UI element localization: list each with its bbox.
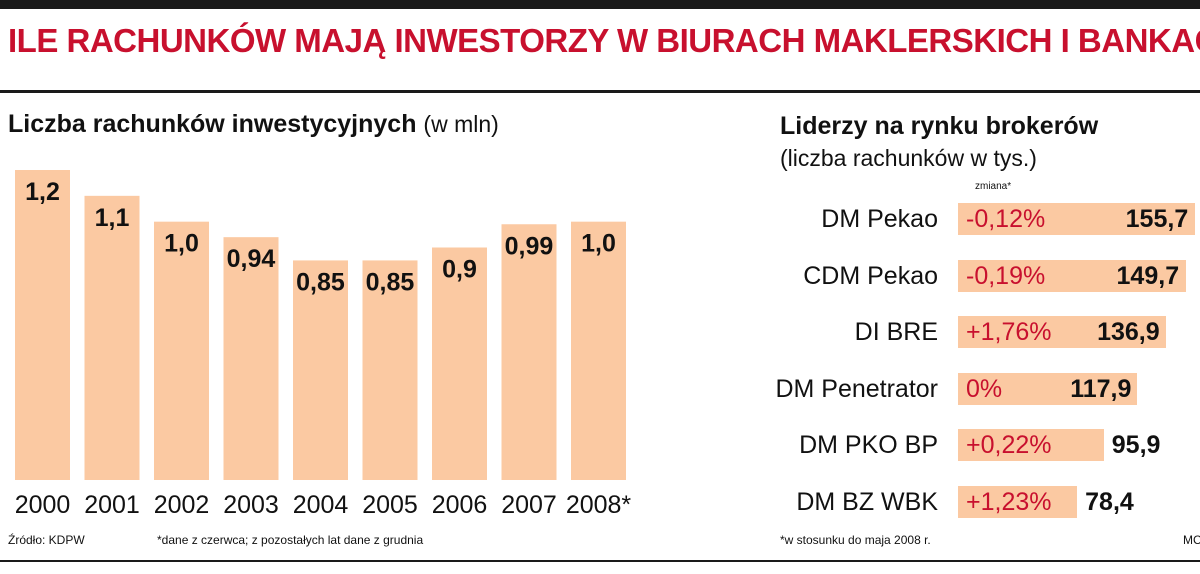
broker-change: -0,12% — [966, 205, 1046, 233]
broker-bar — [958, 203, 1195, 235]
x-tick-label: 2005 — [362, 491, 418, 519]
broker-row: CDM Pekao -0,19% 149,7 — [0, 259, 1200, 292]
x-tick-label: 2007 — [501, 491, 557, 519]
right-chart-title: Liderzy na rynku brokerów — [780, 112, 1099, 140]
right-chart-subtitle: (liczba rachunków w tys.) — [780, 145, 1037, 171]
x-tick-label: 2002 — [154, 491, 210, 519]
bar-value-label: 1,0 — [164, 230, 199, 258]
bar-2004 — [293, 260, 348, 480]
x-tick-label: 2003 — [223, 491, 279, 519]
broker-change: 0% — [966, 374, 1003, 403]
bar-2002 — [154, 221, 209, 480]
right-footnote: *w stosunku do maja 2008 r. — [780, 533, 931, 547]
broker-change: +1,76% — [966, 318, 1052, 346]
broker-value: 95,9 — [1111, 431, 1161, 459]
broker-name: DM BZ WBK — [796, 487, 938, 516]
left-footnote: *dane z czerwca; z pozostałych lat dane … — [157, 533, 424, 547]
broker-bar — [958, 485, 1078, 518]
author-credit: MC — [1183, 533, 1200, 547]
broker-bar — [958, 429, 1104, 461]
broker-bar — [958, 259, 1186, 292]
bar-value-label: 0,85 — [366, 268, 415, 296]
broker-bar — [958, 316, 1167, 348]
change-column-header: zmiana* — [975, 181, 1012, 192]
broker-name: DM PKO BP — [799, 431, 938, 459]
broker-value: 149,7 — [1116, 261, 1180, 290]
bar-value-label: 0,85 — [296, 268, 345, 296]
bar-2006 — [432, 247, 487, 480]
broker-row: DM Penetrator 0% 117,9 — [0, 372, 1200, 405]
bar-2007 — [501, 224, 557, 480]
broker-bar — [958, 372, 1138, 405]
source-note: Źródło: KDPW — [8, 533, 85, 547]
yearly-bar-chart: 1,2 2000 1,1 2001 1,0 2002 0,94 2003 0,85 2004 0,8… — [15, 170, 632, 519]
broker-value: 155,7 — [1125, 205, 1189, 233]
bar-2008 — [571, 221, 626, 480]
broker-value: 78,4 — [1085, 487, 1134, 516]
broker-name: DM Penetrator — [775, 374, 938, 403]
bar-value-label: 1,2 — [25, 178, 60, 206]
broker-row: DI BRE +1,76% 136,9 — [0, 316, 1200, 348]
broker-row: DM PKO BP +0,22% 95,9 — [0, 429, 1200, 461]
broker-value: 117,9 — [1070, 374, 1132, 403]
x-tick-label: 2008* — [566, 491, 632, 519]
broker-row: DM Pekao -0,12% 155,7 — [0, 203, 1200, 235]
bar-2003 — [223, 237, 279, 480]
bottom-rule — [0, 560, 1200, 562]
x-tick-label: 2000 — [15, 491, 71, 519]
title-rule — [0, 90, 1200, 93]
bar-value-label: 1,0 — [581, 230, 616, 258]
left-chart-unit: (w mln) — [423, 111, 499, 137]
bar-2001 — [84, 195, 140, 481]
broker-row: DM BZ WBK +1,23% 78,4 — [0, 485, 1200, 518]
broker-value: 136,9 — [1097, 318, 1160, 346]
x-tick-label: 2001 — [84, 491, 140, 519]
bar-2000 — [15, 170, 70, 480]
broker-change: -0,19% — [966, 261, 1046, 290]
x-tick-label: 2006 — [432, 491, 488, 519]
broker-name: CDM Pekao — [803, 261, 938, 290]
broker-name: DM Pekao — [821, 205, 938, 233]
x-tick-label: 2004 — [293, 491, 349, 519]
broker-change: +0,22% — [966, 431, 1052, 459]
left-chart-title: Liczba rachunków inwestycyjnych (w mln) — [8, 110, 499, 139]
bar-value-label: 1,1 — [95, 204, 130, 232]
bar-value-label: 0,9 — [442, 256, 477, 284]
broker-change: +1,23% — [966, 487, 1052, 516]
broker-name: DI BRE — [854, 318, 938, 346]
top-rule — [0, 0, 1200, 9]
bar-2005 — [362, 260, 418, 480]
left-chart-title-text: Liczba rachunków inwestycyjnych — [8, 110, 417, 138]
page-title: ILE RACHUNKÓW MAJĄ INWESTORZY W BIURACH … — [8, 22, 1200, 59]
bar-value-label: 0,99 — [505, 232, 554, 260]
bar-value-label: 0,94 — [227, 245, 276, 273]
